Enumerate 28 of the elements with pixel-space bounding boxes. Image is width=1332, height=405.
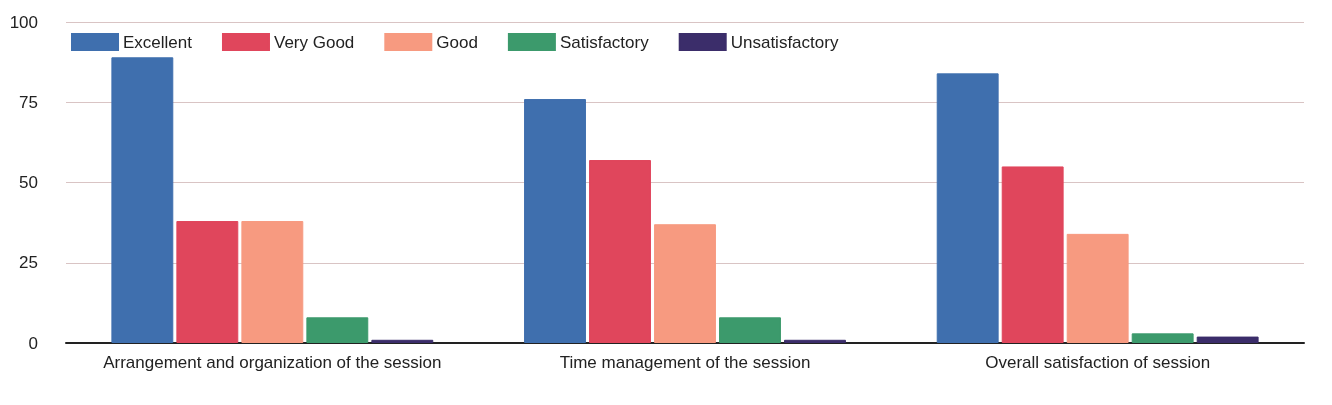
bar [1131, 333, 1194, 343]
x-tick-label: Arrangement and organization of the session [103, 352, 442, 372]
x-tick-label: Overall satisfaction of session [985, 352, 1211, 372]
legend-label: Good [436, 32, 478, 52]
y-tick-label: 0 [28, 333, 38, 353]
legend-label: Very Good [273, 32, 355, 52]
bar [1066, 233, 1129, 343]
x-tick-label: Time management of the session [559, 352, 811, 372]
bar [241, 221, 304, 343]
legend-label: Excellent [123, 32, 193, 52]
bar [176, 221, 239, 343]
y-tick-label: 50 [19, 173, 38, 192]
bar [371, 339, 434, 343]
bar [1196, 336, 1259, 343]
bar [719, 317, 781, 343]
legend-label: Satisfactory [559, 32, 650, 52]
bar [936, 73, 999, 343]
y-tick-label: 25 [19, 253, 38, 273]
bar [1001, 166, 1064, 343]
bar [111, 57, 174, 343]
bar [784, 339, 846, 343]
bar [654, 224, 716, 343]
bar [589, 160, 651, 343]
y-tick-label: 100 [9, 12, 38, 32]
legend-label: Unsatisfactory [730, 32, 839, 52]
y-tick-label: 75 [19, 92, 38, 112]
bar [306, 317, 369, 343]
bar [524, 99, 586, 343]
